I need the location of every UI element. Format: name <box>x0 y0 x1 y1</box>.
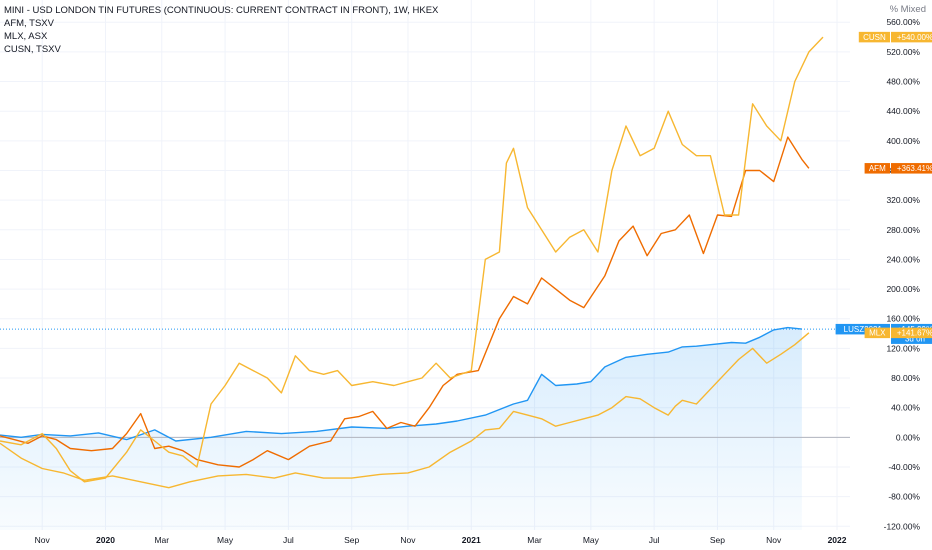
y-tick-label: 440.00% <box>886 106 920 116</box>
series-line-mlx[interactable] <box>0 332 810 489</box>
x-tick-label: 2020 <box>96 535 115 545</box>
legend-afm[interactable]: AFM, TSXV <box>4 18 54 29</box>
y-tick-label: -120.00% <box>884 521 921 531</box>
y-tick-label: 240.00% <box>886 254 920 264</box>
series-area-lusz2021 <box>0 327 802 530</box>
x-tick-label: Mar <box>527 535 542 545</box>
legend-main-symbol[interactable]: MINI - USD LONDON TIN FUTURES (CONTINUOU… <box>4 5 439 16</box>
x-tick-label: May <box>217 535 234 545</box>
x-tick-label: Nov <box>35 535 51 545</box>
scale-mode-button[interactable]: % Mixed <box>889 4 926 15</box>
series-line-lusz2021[interactable] <box>0 326 802 442</box>
y-tick-label: 400.00% <box>886 136 920 146</box>
series-name-badge: CUSN <box>863 33 886 42</box>
legend-mlx[interactable]: MLX, ASX <box>4 31 48 42</box>
x-tick-label: 2021 <box>462 535 481 545</box>
x-tick-label: Sep <box>710 535 725 545</box>
price-axis[interactable]: 560.00%520.00%480.00%440.00%400.00%360.0… <box>884 17 921 531</box>
series-value-badge: +540.00% <box>897 33 932 42</box>
y-tick-label: 80.00% <box>891 373 920 383</box>
series-areas <box>0 327 802 530</box>
y-tick-label: 200.00% <box>886 284 920 294</box>
x-tick-label: Jul <box>283 535 294 545</box>
last-value-label-cusn: CUSN +540.00% <box>858 31 932 43</box>
time-axis[interactable]: Nov 2020 Mar May Jul Sep Nov 2021 Mar May Jul Sep No… <box>35 535 847 545</box>
x-tick-label: May <box>583 535 600 545</box>
y-tick-label: 560.00% <box>886 17 920 27</box>
y-tick-label: 280.00% <box>886 225 920 235</box>
x-tick-label: 2022 <box>828 535 847 545</box>
series-value-badge: +141.67% <box>897 329 932 338</box>
y-tick-label: -80.00% <box>888 492 920 502</box>
y-tick-label: 120.00% <box>886 343 920 353</box>
series-last-value-labels: LUSZ2021+145.99%3d 0hAFM+363.41%MLX+141.… <box>835 31 932 344</box>
y-tick-label: 520.00% <box>886 47 920 57</box>
last-value-label-afm: AFM +363.41% <box>864 163 932 174</box>
y-tick-label: -40.00% <box>888 462 920 472</box>
series-countdown-badge: 3d 0h <box>905 334 925 343</box>
x-tick-label: Jul <box>649 535 660 545</box>
y-tick-label: 160.00% <box>886 314 920 324</box>
series-line-afm[interactable] <box>0 136 810 468</box>
series-lines <box>0 36 824 489</box>
x-tick-label: Nov <box>400 535 416 545</box>
series-name-badge: LUSZ2021 <box>844 325 883 334</box>
x-tick-label: Sep <box>344 535 359 545</box>
last-value-label-mlx: MLX +141.67% <box>864 327 932 339</box>
y-tick-label: 480.00% <box>886 77 920 87</box>
y-tick-label: 0.00% <box>896 432 921 442</box>
y-tick-label: 40.00% <box>891 403 920 413</box>
legend-cusn[interactable]: CUSN, TSXV <box>4 44 61 55</box>
x-tick-label: Mar <box>154 535 169 545</box>
y-tick-label: 320.00% <box>886 195 920 205</box>
series-value-badge: +363.41% <box>897 164 932 173</box>
series-name-badge: MLX <box>869 329 886 338</box>
x-tick-label: Nov <box>766 535 782 545</box>
series-legend: MINI - USD LONDON TIN FUTURES (CONTINUOU… <box>4 4 438 56</box>
series-name-badge: AFM <box>869 164 886 173</box>
series-line-cusn[interactable] <box>0 36 824 483</box>
